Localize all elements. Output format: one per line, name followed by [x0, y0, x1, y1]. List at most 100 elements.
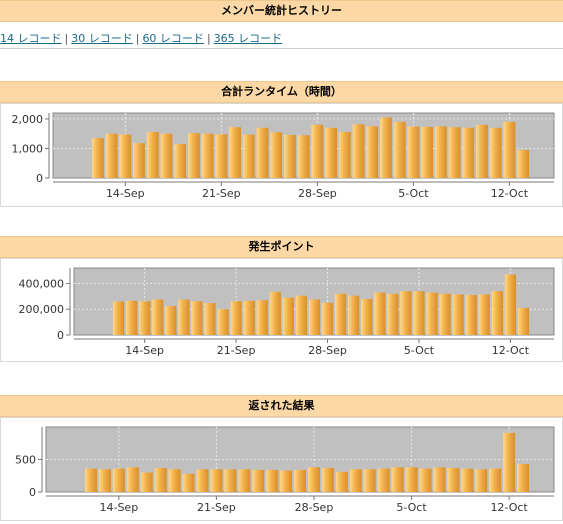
- bar: [174, 144, 187, 178]
- bar: [348, 295, 360, 335]
- x-tick-label: 12-Oct: [492, 344, 530, 357]
- bar: [252, 469, 265, 492]
- bar: [256, 300, 268, 335]
- link-separator: |: [64, 32, 69, 45]
- x-tick-label: 21-Sep: [197, 501, 236, 514]
- bar: [256, 127, 269, 178]
- points-chart-title: 発生ポイント: [248, 240, 315, 253]
- bar: [204, 303, 216, 335]
- page-title: メンバー統計ヒストリー: [221, 4, 342, 17]
- bar: [387, 293, 399, 335]
- bar: [238, 469, 251, 492]
- bar: [478, 294, 490, 335]
- points-chart-container: 0 200,000 400,000 14-Sep 21-Sep 28-Sep 5-Oct 12…: [0, 258, 563, 362]
- bar: [377, 468, 390, 492]
- bar: [465, 295, 477, 335]
- bar: [196, 469, 209, 492]
- bar: [338, 131, 351, 178]
- bar: [503, 121, 516, 178]
- range-link-30[interactable]: 30 レコード: [71, 32, 133, 45]
- points-chart-header: 発生ポイント: [0, 236, 563, 258]
- bar: [105, 133, 118, 178]
- bar: [215, 134, 228, 178]
- y-tick-label: 0: [57, 329, 64, 342]
- bar: [504, 274, 517, 335]
- bar: [489, 468, 502, 492]
- bar: [229, 127, 241, 178]
- x-tick-label: 14-Sep: [106, 187, 145, 200]
- bar: [426, 292, 438, 335]
- bar: [447, 467, 460, 492]
- bar: [448, 127, 461, 178]
- bar: [168, 469, 181, 492]
- y-tick-label: 500: [15, 454, 36, 467]
- runtime-chart: 0 1,000 2,000 14-Sep 21-Sep 28-Sep 5-Oct 12-Oct: [12, 112, 555, 200]
- results-chart-container: 0 500 14-Sep 21-Sep 28-Sep 5-Oct 12-Oct: [0, 417, 563, 521]
- bar: [217, 309, 229, 335]
- bar: [125, 300, 138, 335]
- bar: [133, 143, 145, 178]
- bar: [334, 293, 347, 335]
- bar: [434, 126, 447, 178]
- link-separator: |: [135, 32, 140, 45]
- bar: [154, 467, 167, 492]
- y-tick-label: 2,000: [12, 113, 44, 126]
- bar: [363, 469, 376, 492]
- bar: [489, 127, 502, 178]
- bar: [400, 291, 412, 335]
- points-chart: 0 200,000 400,000 14-Sep 21-Sep 28-Sep 5-Oct 12…: [19, 267, 555, 357]
- bar: [126, 467, 139, 492]
- bar: [182, 473, 195, 492]
- bar: [295, 295, 308, 335]
- bar: [421, 126, 434, 178]
- bar: [476, 124, 488, 178]
- bar: [325, 127, 337, 178]
- bar: [503, 432, 516, 492]
- bar: [413, 291, 425, 335]
- runtime-chart-title: 合計ランタイム（時間）: [221, 85, 342, 98]
- bar: [461, 468, 474, 492]
- x-tick-label: 12-Oct: [491, 187, 529, 200]
- bar: [152, 299, 164, 335]
- results-chart-title: 返された結果: [248, 399, 315, 412]
- bar: [439, 293, 451, 335]
- bar: [165, 306, 177, 335]
- range-link-14[interactable]: 14 レコード: [0, 32, 62, 45]
- bar: [352, 124, 365, 178]
- bar: [294, 469, 307, 492]
- bar: [266, 469, 279, 492]
- bar: [98, 469, 111, 492]
- y-tick-label: 0: [29, 486, 36, 499]
- bar: [284, 134, 296, 178]
- bar: [84, 468, 97, 492]
- bar: [335, 471, 348, 492]
- x-tick-label: 28-Sep: [298, 187, 337, 200]
- link-separator: |: [206, 32, 211, 45]
- bar: [112, 468, 125, 492]
- x-tick-label: 21-Sep: [217, 344, 256, 357]
- bar: [187, 133, 200, 178]
- bar: [433, 467, 446, 492]
- y-tick-label: 1,000: [12, 142, 44, 155]
- range-link-365[interactable]: 365 レコード: [213, 32, 283, 45]
- x-tick-label: 5-Oct: [398, 187, 429, 200]
- runtime-chart-container: 0 1,000 2,000 14-Sep 21-Sep 28-Sep 5-Oct 12-Oct: [0, 103, 563, 207]
- bar: [230, 301, 242, 335]
- bar: [119, 134, 132, 178]
- x-tick-label: 12-Oct: [490, 501, 528, 514]
- bar: [462, 127, 475, 178]
- bar: [269, 291, 281, 335]
- bar: [270, 132, 283, 178]
- bar: [308, 299, 321, 335]
- bar: [112, 301, 125, 335]
- range-link-60[interactable]: 60 レコード: [142, 32, 204, 45]
- bar: [140, 472, 153, 492]
- x-tick-label: 21-Sep: [202, 187, 241, 200]
- x-tick-label: 5-Oct: [404, 344, 435, 357]
- bar: [366, 126, 379, 178]
- bar: [452, 294, 464, 335]
- bar: [475, 469, 488, 492]
- y-tick-label: 0: [36, 172, 43, 185]
- results-chart: 0 500 14-Sep 21-Sep 28-Sep 5-Oct 12-Oct: [15, 426, 555, 514]
- bar: [517, 149, 530, 178]
